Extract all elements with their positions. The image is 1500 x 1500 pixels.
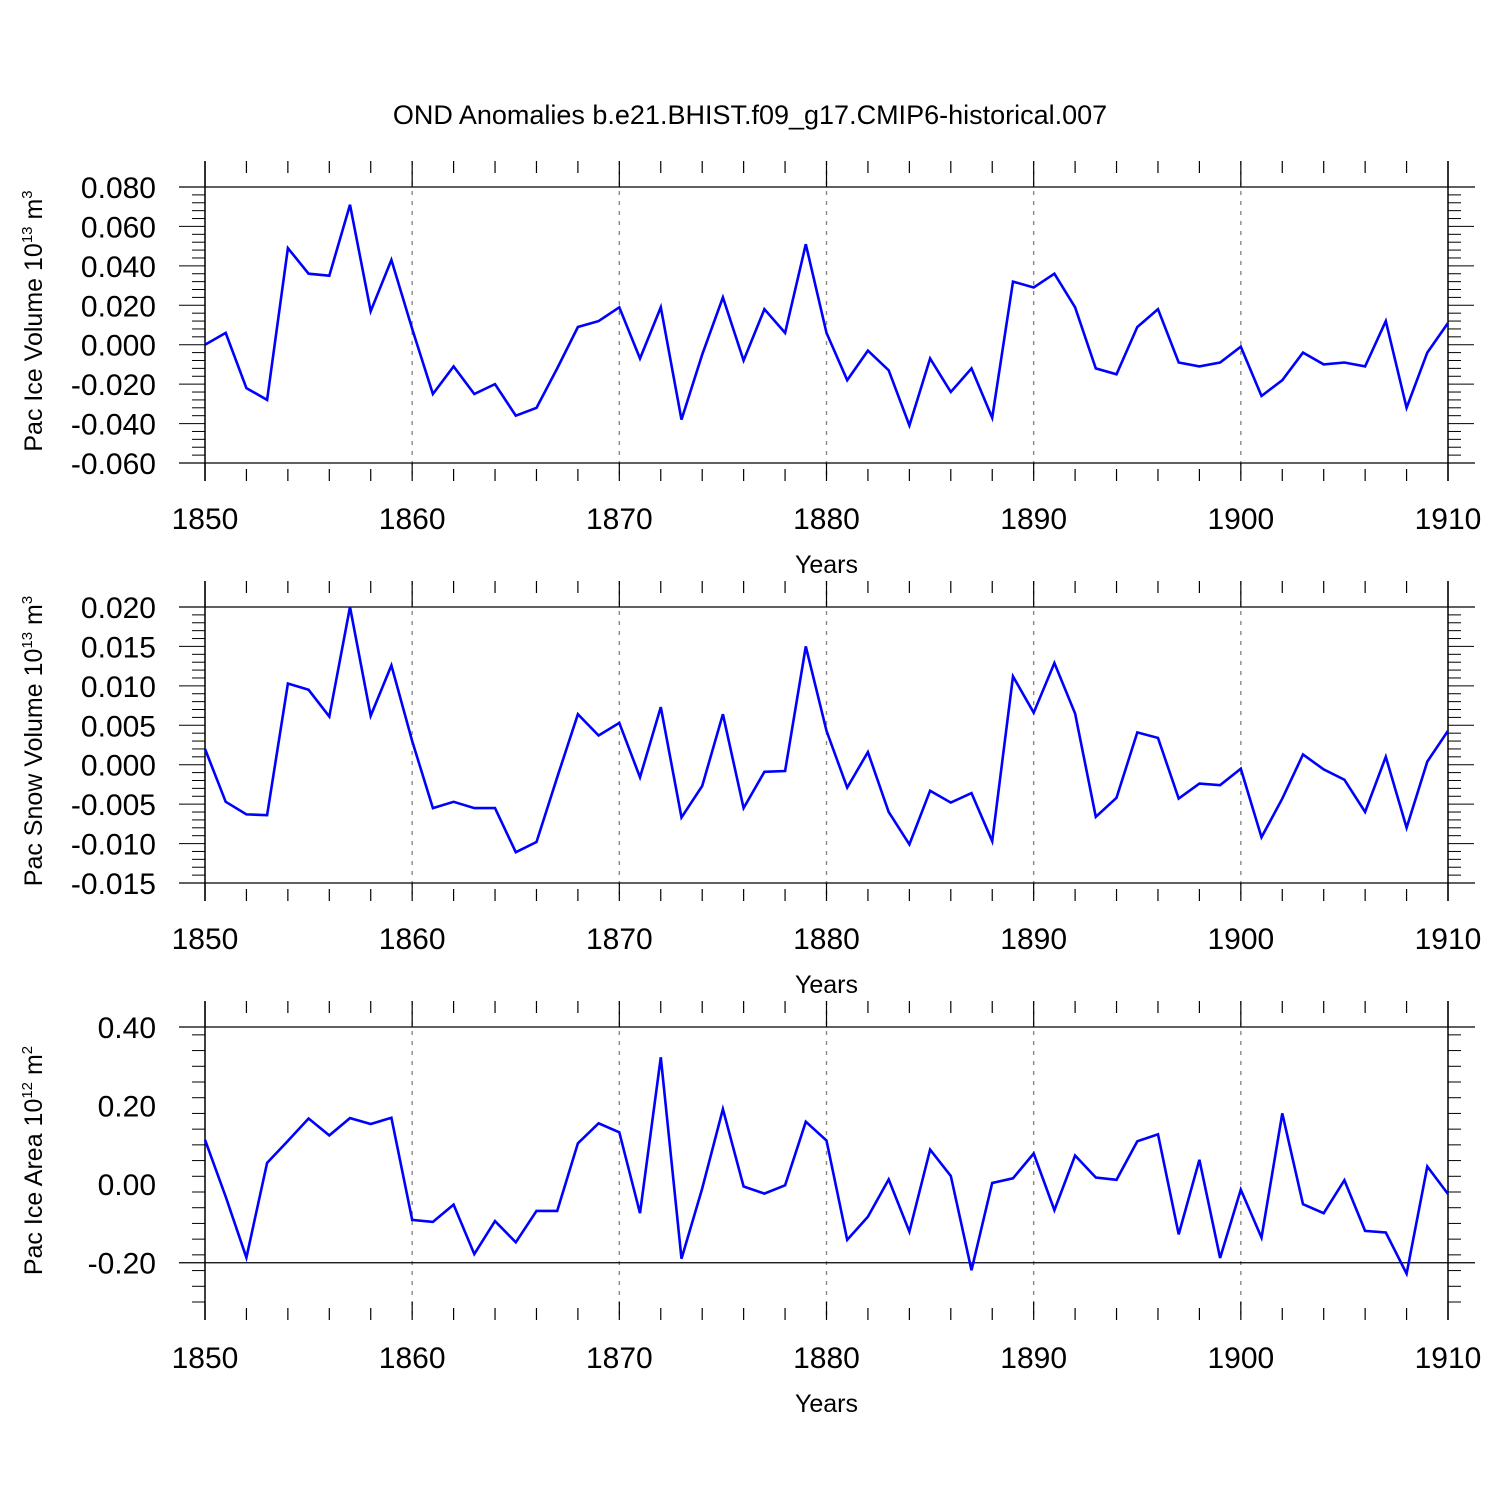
y-tick-label: -0.20	[88, 1248, 156, 1281]
y-axis-label: Pac Ice Area 1012 m2	[19, 1046, 48, 1275]
x-tick-label: 1850	[172, 503, 239, 536]
x-tick-label: 1870	[586, 923, 653, 956]
x-tick-label: 1850	[172, 1342, 239, 1375]
y-tick-label: -0.060	[71, 448, 156, 481]
x-tick-label: 1860	[379, 923, 446, 956]
y-tick-label: 0.20	[98, 1091, 156, 1124]
x-tick-label: 1910	[1415, 503, 1482, 536]
y-tick-label: 0.010	[81, 671, 156, 704]
y-tick-label: 0.080	[81, 172, 156, 205]
chart-panel-2: -0.015 -0.010 -0.005 0.000 0.005 0.010 0.015 0.…	[19, 581, 1481, 999]
x-tick-label: 1900	[1207, 1342, 1274, 1375]
chart-panel-3: -0.20 0.00 0.20 0.40 1850 1860 1870 1880 1890 190…	[19, 1001, 1481, 1418]
y-tick-label: 0.020	[81, 592, 156, 625]
y-tick-label: 0.005	[81, 710, 156, 743]
y-tick-label: 0.000	[81, 330, 156, 363]
y-axis-label: Pac Snow Volume 1013 m3	[19, 596, 48, 886]
series-line-1	[203, 1057, 1450, 1278]
figure-title: OND Anomalies b.e21.BHIST.f09_g17.CMIP6-…	[393, 100, 1107, 130]
x-axis-label: Years	[795, 551, 858, 579]
y-tick-label: 0.015	[81, 631, 156, 664]
y-tick-label: -0.015	[71, 868, 156, 901]
x-tick-label: 1870	[586, 503, 653, 536]
x-tick-label: 1860	[379, 1342, 446, 1375]
x-tick-label: 1910	[1415, 1342, 1482, 1375]
x-tick-label: 1880	[793, 503, 860, 536]
x-tick-label: 1890	[1000, 503, 1067, 536]
x-axis-label: Years	[795, 1390, 858, 1418]
series-line-1	[204, 204, 1450, 430]
x-tick-label: 1890	[1000, 1342, 1067, 1375]
series-line-1	[203, 606, 1450, 854]
y-tick-label: 0.020	[81, 290, 156, 323]
y-axis-label: Pac Ice Volume 1013 m3	[19, 190, 48, 451]
y-tick-label: 0.000	[81, 750, 156, 783]
x-tick-label: 1880	[793, 1342, 860, 1375]
y-tick-label: -0.005	[71, 789, 156, 822]
x-tick-label: 1880	[793, 923, 860, 956]
x-tick-label: 1850	[172, 923, 239, 956]
y-tick-label: 0.40	[98, 1012, 156, 1045]
chart-panel-1: -0.060 -0.040 -0.020 0.000 0.020 0.040 0.060 0.…	[19, 161, 1481, 579]
y-tick-label: -0.010	[71, 829, 156, 862]
x-tick-label: 1910	[1415, 923, 1482, 956]
x-tick-label: 1890	[1000, 923, 1067, 956]
x-tick-label: 1860	[379, 503, 446, 536]
y-tick-label: 0.00	[98, 1169, 156, 1202]
y-tick-label: 0.040	[81, 251, 156, 284]
x-tick-label: 1900	[1207, 503, 1274, 536]
y-tick-label: 0.060	[81, 211, 156, 244]
x-tick-label: 1870	[586, 1342, 653, 1375]
x-axis-label: Years	[795, 971, 858, 999]
y-tick-label: -0.040	[71, 409, 156, 442]
y-tick-label: -0.020	[71, 369, 156, 402]
x-tick-label: 1900	[1207, 923, 1274, 956]
panels-container: -0.060 -0.040 -0.020 0.000 0.020 0.040 0.060 0.…	[19, 161, 1481, 1418]
